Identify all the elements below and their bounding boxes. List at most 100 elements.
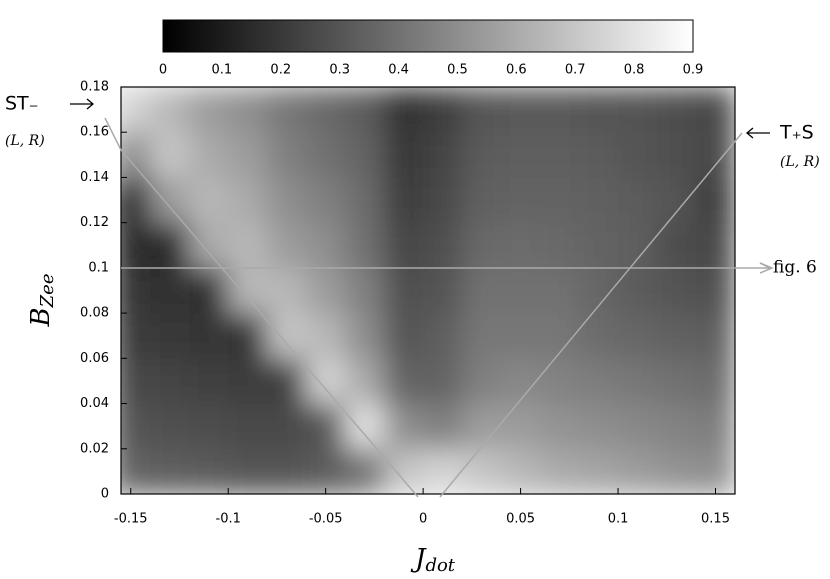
x-label-sub: dot [425,555,455,576]
y-label-main: B [26,307,56,327]
heatmap [121,87,735,494]
colorbar [162,19,694,53]
heat-cell [121,267,151,314]
heat-cell [540,448,580,494]
heat-cell [267,132,307,178]
heat-cell [462,267,502,314]
heat-cell [579,448,619,494]
heat-cell [696,358,735,405]
annotation: ST₋ [5,93,39,115]
heat-cell [189,358,229,405]
heat-cell [384,403,424,450]
annotation: (L, R) [780,154,820,170]
heat-cell [462,403,502,450]
heat-cell [306,177,346,224]
heat-cell [657,267,697,314]
heat-cell [696,222,735,269]
y-tick-label: 0.02 [80,441,109,456]
heat-cell [228,87,268,133]
arrow-head [759,262,774,274]
heat-cell [228,267,268,314]
colorbar-tick-label: 0.6 [506,63,527,78]
x-tick-label: 0.05 [506,512,535,527]
heat-cell [189,132,229,178]
colorbar-tick-label: 0.1 [212,63,233,78]
x-axis-label: Jdot [410,544,456,576]
heat-cell [228,132,268,178]
colorbar-tick-label: 0.5 [447,63,468,78]
heat-cell [540,222,580,269]
heat-cell [121,87,151,133]
heat-cell [306,132,346,178]
heat-cell [306,358,346,405]
x-tick-label: -0.1 [216,512,241,527]
heat-cell [150,403,190,450]
heat-cell [384,313,424,359]
heat-cell [462,87,502,133]
heat-cell [150,132,190,178]
y-tick-label: 0.1 [88,260,109,275]
y-tick-label: 0.04 [80,396,109,411]
heat-cell [384,358,424,405]
y-tick-label: 0.18 [80,80,109,95]
heat-cell [696,87,735,133]
heat-cell [384,222,424,269]
heat-cell [501,267,541,314]
heat-cell [501,403,541,450]
heat-cell [579,403,619,450]
heat-cell [423,313,463,359]
heat-cell [501,448,541,494]
heat-cell [150,313,190,359]
heat-cell [150,448,190,494]
heat-cell [618,87,658,133]
heat-cell [121,313,151,359]
heat-cell [540,358,580,405]
heat-cell [501,87,541,133]
heat-cell [618,313,658,359]
heat-cell [501,177,541,224]
heat-cell [228,313,268,359]
heat-cell [384,448,424,494]
heat-cell [618,358,658,405]
y-tick-label: 0 [101,487,109,502]
heat-cell [423,87,463,133]
heat-cell [306,313,346,359]
annotation: (L, R) [5,133,45,149]
heat-cell [657,448,697,494]
heat-cell [423,403,463,450]
heat-cell [189,403,229,450]
annotation-line [104,117,419,498]
heat-cell [618,177,658,224]
heat-cell [657,87,697,133]
heat-cell [696,267,735,314]
heat-cell [267,222,307,269]
heat-cell [189,87,229,133]
heat-cell [696,448,735,494]
heat-cell [384,87,424,133]
heat-cell [306,403,346,450]
heat-cell [345,358,385,405]
y-label-sub: Zee [37,274,58,309]
annotation-arrows [70,98,770,139]
heat-cell [540,177,580,224]
heat-cell [462,177,502,224]
heat-cell [267,313,307,359]
heat-cell [618,403,658,450]
heat-cell [189,267,229,314]
heat-cell [189,177,229,224]
x-tick-label: -0.15 [114,512,148,527]
heat-cell [657,132,697,178]
colorbar-tick-label: 0.8 [624,63,645,78]
heat-cell [462,132,502,178]
heat-cell [121,222,151,269]
heat-cell [228,177,268,224]
plot-frame [120,86,736,495]
arrow [70,98,95,110]
heat-cell [696,132,735,178]
y-tick-label: 0.16 [80,125,109,140]
heat-cell [345,267,385,314]
heat-cell [423,177,463,224]
heat-cell [267,177,307,224]
heat-cell [579,87,619,133]
